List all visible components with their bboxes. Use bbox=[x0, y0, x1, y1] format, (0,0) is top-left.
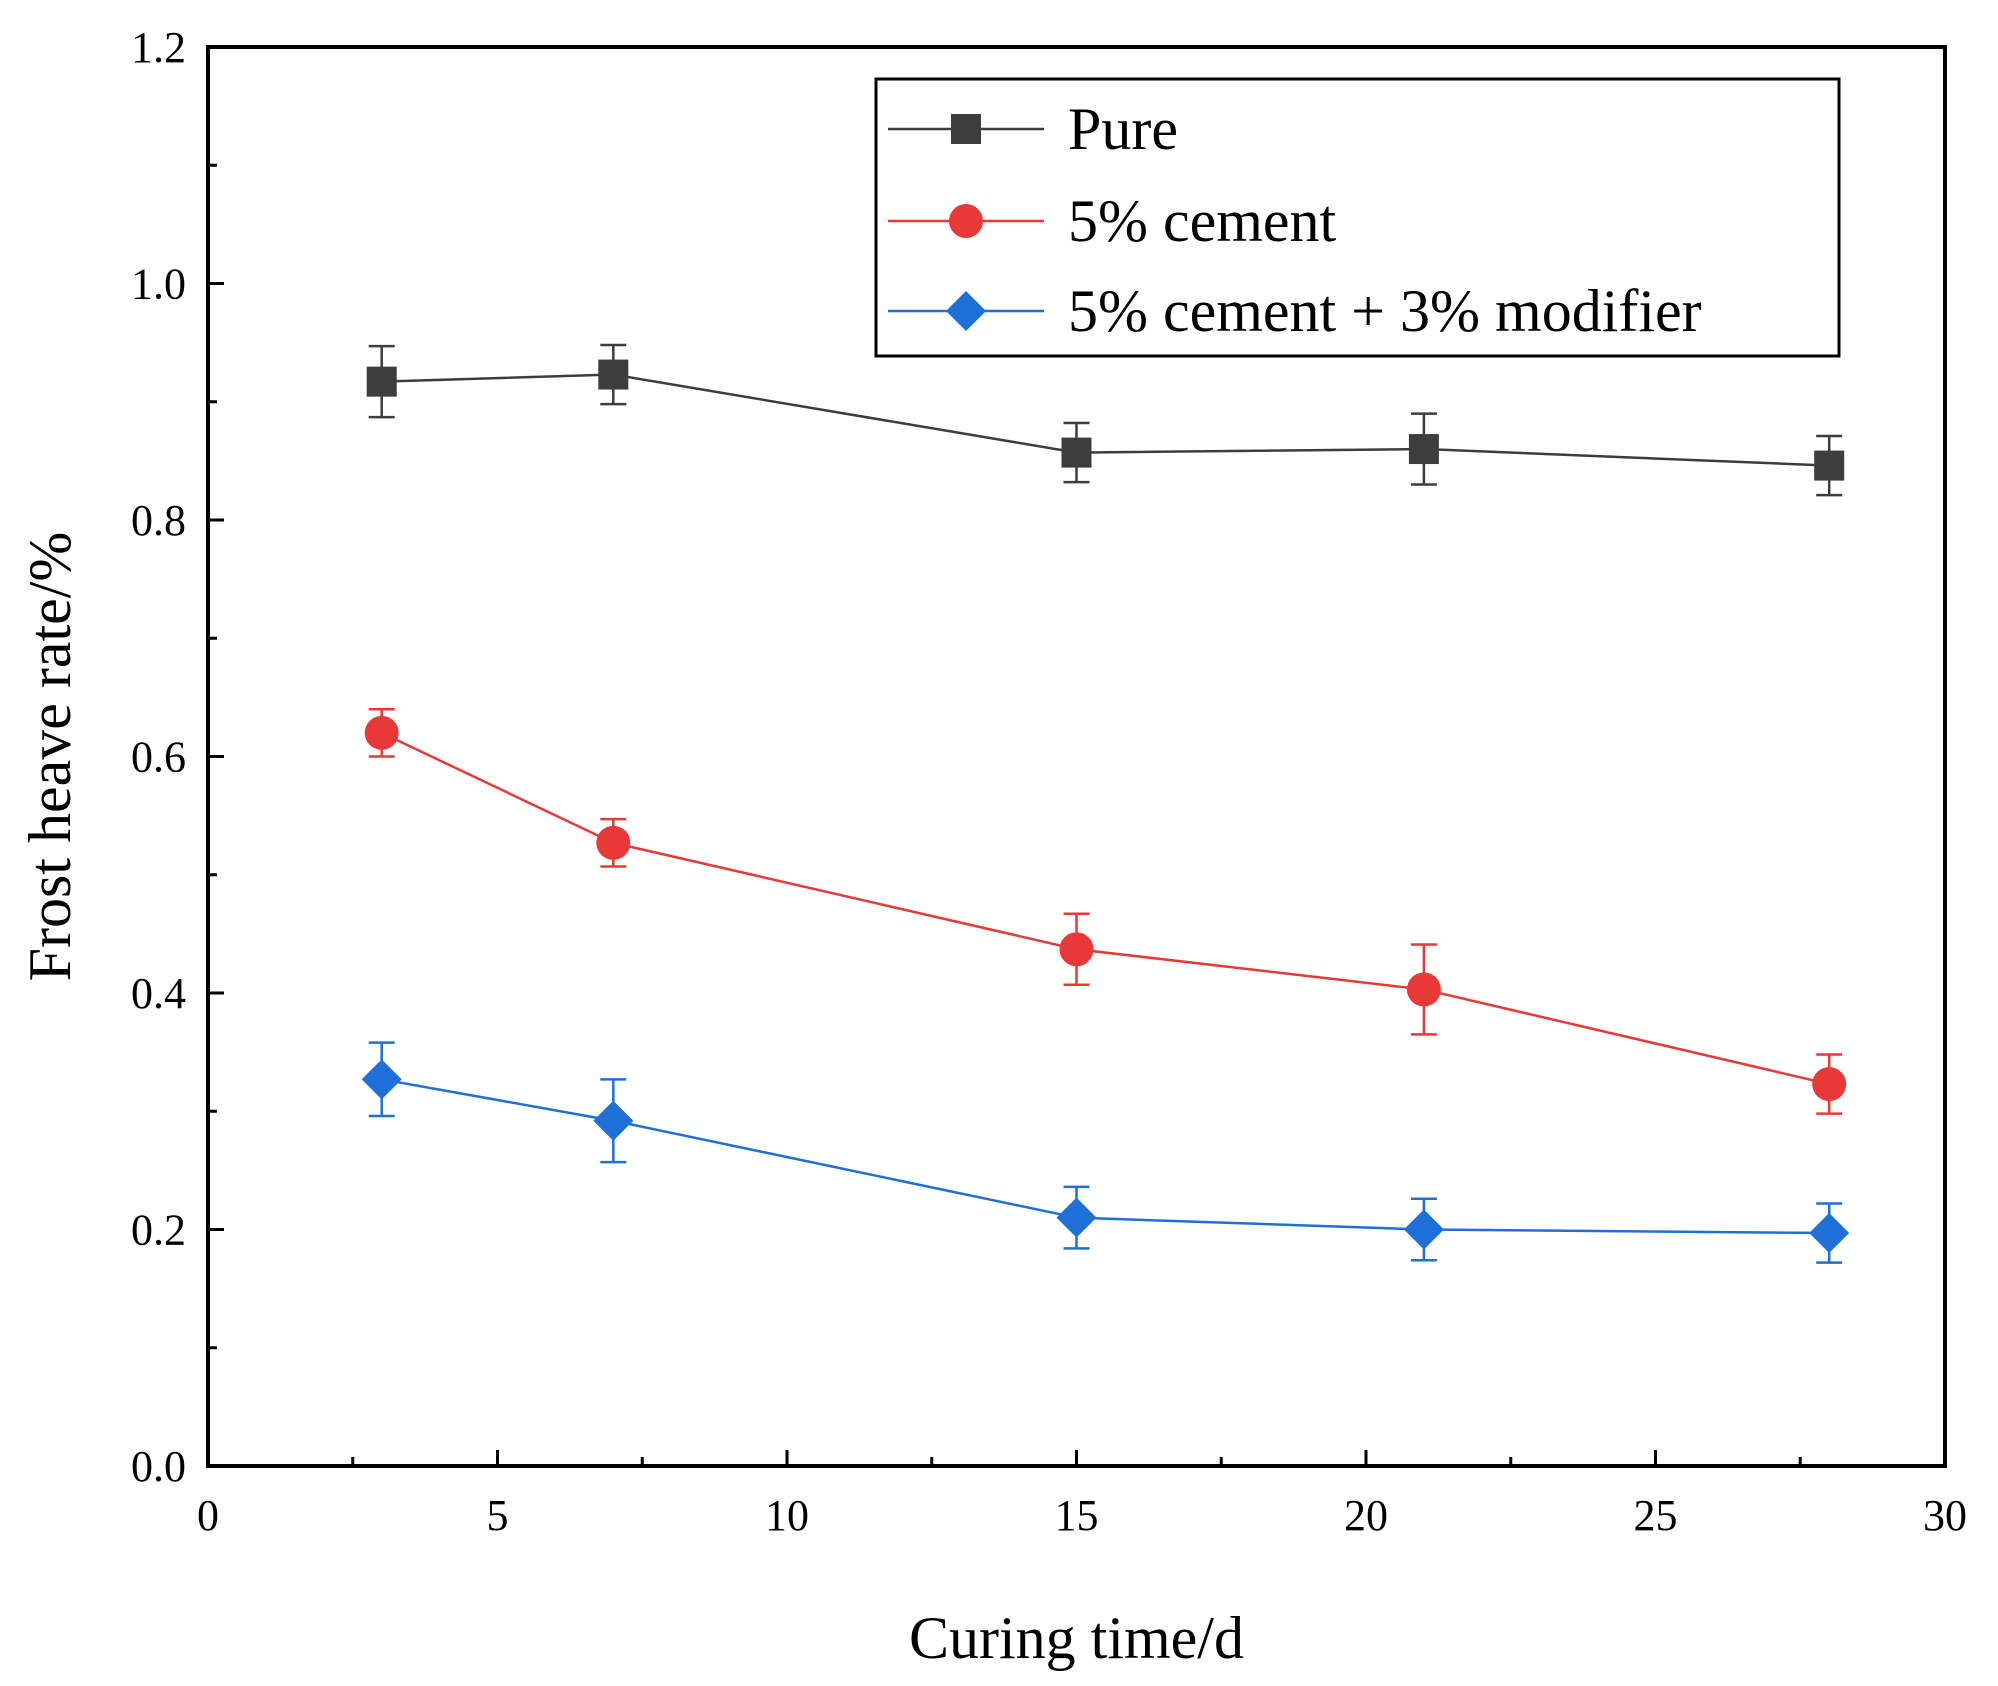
legend-marker bbox=[946, 291, 986, 331]
data-point bbox=[1814, 450, 1845, 481]
y-tick-label: 0.6 bbox=[131, 733, 186, 782]
y-tick-label: 0.4 bbox=[131, 969, 186, 1018]
x-axis: 0 5 10 15 20 25 30 bbox=[197, 1450, 1967, 1540]
y-tick-label: 1.0 bbox=[131, 260, 186, 309]
legend-label: 5% cement + 3% modifier bbox=[1068, 278, 1702, 344]
series-1 bbox=[366, 343, 1845, 497]
y-tick-label: 0.8 bbox=[131, 496, 186, 545]
x-tick-label: 0 bbox=[197, 1491, 219, 1540]
data-point bbox=[1059, 932, 1094, 967]
data-point bbox=[1809, 1213, 1850, 1254]
data-point bbox=[1061, 437, 1092, 468]
y-tick-label: 0.2 bbox=[131, 1206, 186, 1255]
legend-marker bbox=[951, 114, 981, 144]
x-tick-label: 10 bbox=[765, 1491, 809, 1540]
data-point bbox=[596, 825, 631, 860]
y-tick-label: 1.2 bbox=[131, 23, 186, 72]
series-2 bbox=[364, 707, 1847, 1115]
data-point bbox=[364, 715, 399, 750]
series-3 bbox=[361, 1041, 1850, 1264]
legend-label: 5% cement bbox=[1068, 188, 1337, 254]
data-point bbox=[1403, 1209, 1444, 1250]
plot-layer bbox=[361, 343, 1850, 1264]
x-axis-title: Curing time/d bbox=[909, 1605, 1244, 1671]
x-tick-label: 15 bbox=[1055, 1491, 1099, 1540]
data-point bbox=[1408, 434, 1439, 465]
x-tick-label: 20 bbox=[1344, 1491, 1388, 1540]
x-tick-label: 30 bbox=[1923, 1491, 1967, 1540]
y-axis-title: Frost heave rate/% bbox=[17, 532, 83, 982]
data-point bbox=[1406, 972, 1441, 1007]
data-point bbox=[366, 366, 397, 397]
y-tick-label: 0.0 bbox=[131, 1442, 186, 1491]
legend-label: Pure bbox=[1068, 96, 1178, 162]
data-point bbox=[361, 1059, 402, 1100]
data-point bbox=[593, 1100, 634, 1141]
legend: Pure 5% cement 5% cement + 3% modifier bbox=[874, 77, 1841, 358]
legend-marker bbox=[949, 204, 983, 238]
x-tick-label: 25 bbox=[1634, 1491, 1678, 1540]
x-tick-label: 5 bbox=[487, 1491, 509, 1540]
data-point bbox=[1056, 1197, 1097, 1238]
y-axis: 0.0 0.2 0.4 0.6 0.8 1.0 1.2 bbox=[131, 23, 224, 1491]
data-point bbox=[1812, 1067, 1847, 1102]
data-point bbox=[598, 359, 629, 390]
